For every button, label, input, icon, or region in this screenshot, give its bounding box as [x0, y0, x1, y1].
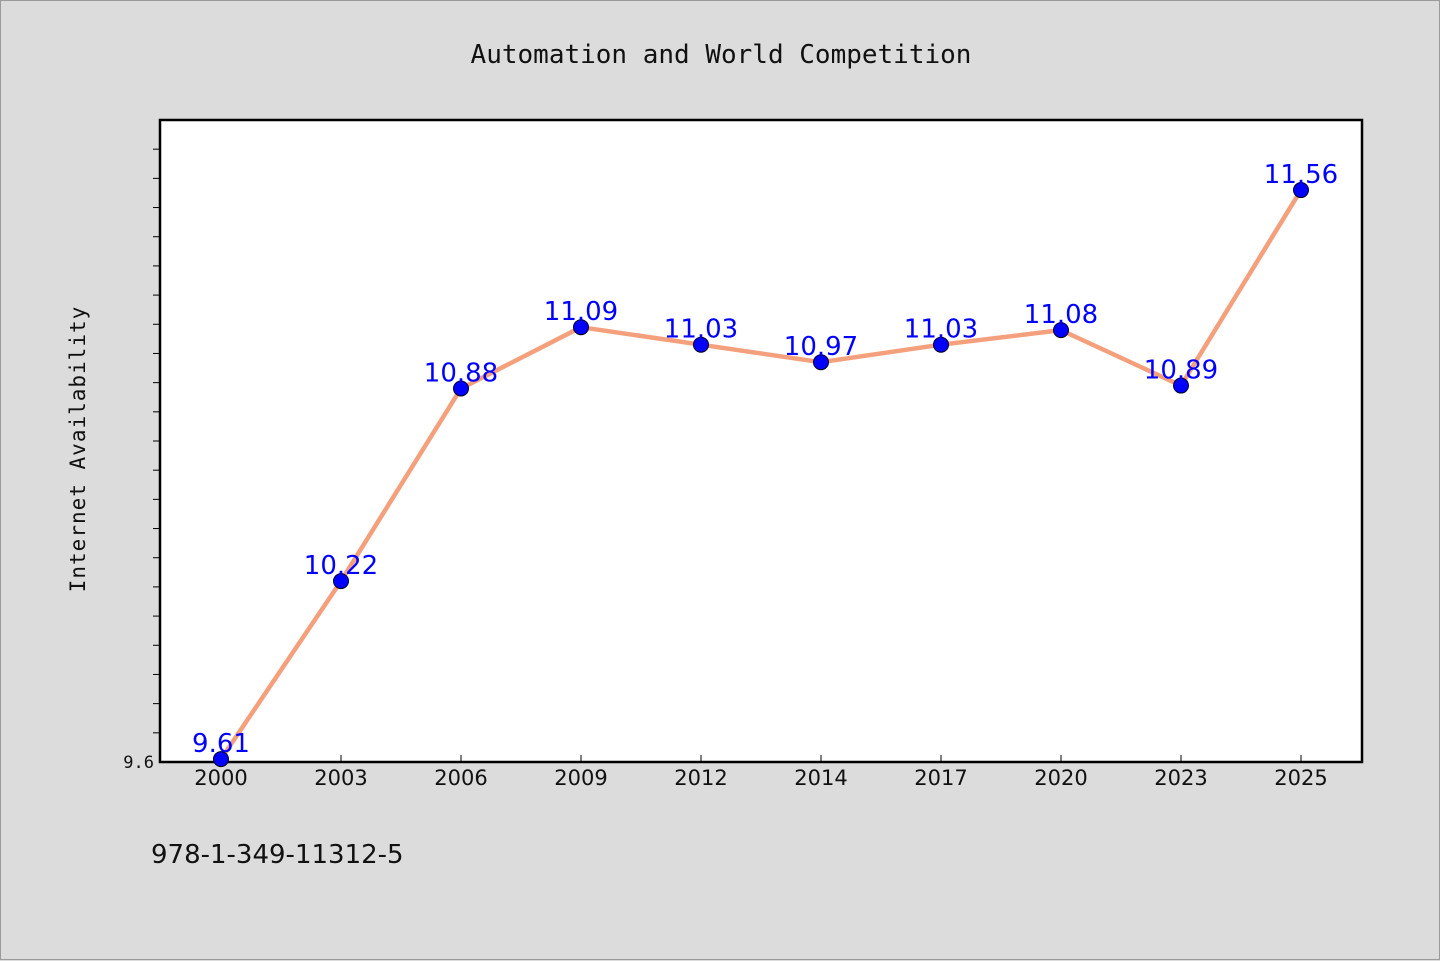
y-tick-label: 9.6 [123, 753, 154, 773]
data-point [933, 336, 949, 353]
data-label: 10.97 [784, 332, 858, 362]
y-axis-label: Internet Availability [66, 306, 90, 593]
x-tick-label: 2023 [1154, 766, 1207, 790]
data-label: 10.88 [424, 358, 498, 388]
y-axis-tick-labels: 9.6 [123, 753, 154, 773]
series-line [219, 188, 1303, 761]
data-label: 11.03 [664, 315, 738, 345]
x-axis-tick-labels: 2000 2003 2006 2009 2012 2014 2017 2020 2023 2025 [194, 766, 1327, 790]
data-point [453, 380, 469, 397]
chart-title: Automation and World Competition [471, 40, 972, 70]
data-label: 11.08 [1024, 300, 1098, 330]
data-label: 11.56 [1264, 160, 1338, 190]
plot-area [158, 118, 1364, 764]
x-tick-label: 2014 [794, 766, 847, 790]
data-label: 10.22 [304, 551, 378, 581]
data-label: 10.89 [1144, 356, 1218, 386]
data-label: 11.03 [904, 315, 978, 345]
data-point [573, 319, 589, 336]
x-tick-label: 2003 [314, 766, 367, 790]
data-point [333, 573, 349, 590]
x-tick-label: 2012 [674, 766, 727, 790]
series-markers [213, 182, 1309, 768]
x-tick-label: 2006 [434, 766, 487, 790]
data-point [693, 336, 709, 353]
x-tick-label: 2025 [1274, 766, 1327, 790]
x-tick-label: 2020 [1034, 766, 1087, 790]
data-point [813, 354, 829, 371]
isbn-number: 978-1-349-11312-5 [151, 840, 404, 870]
y-axis-minor-ticks [153, 148, 160, 734]
data-label: 11.09 [544, 297, 618, 327]
data-labels: 9.61 10.22 10.88 11.09 11.03 10.97 11.03 11.08 1… [192, 160, 1338, 759]
data-label: 9.61 [192, 729, 250, 759]
data-point [213, 751, 229, 768]
data-point [1293, 182, 1309, 199]
x-tick-label: 2000 [194, 766, 247, 790]
data-point [1053, 322, 1069, 339]
x-tick-label: 2017 [914, 766, 967, 790]
x-tick-label: 2009 [554, 766, 607, 790]
data-point [1173, 377, 1189, 394]
